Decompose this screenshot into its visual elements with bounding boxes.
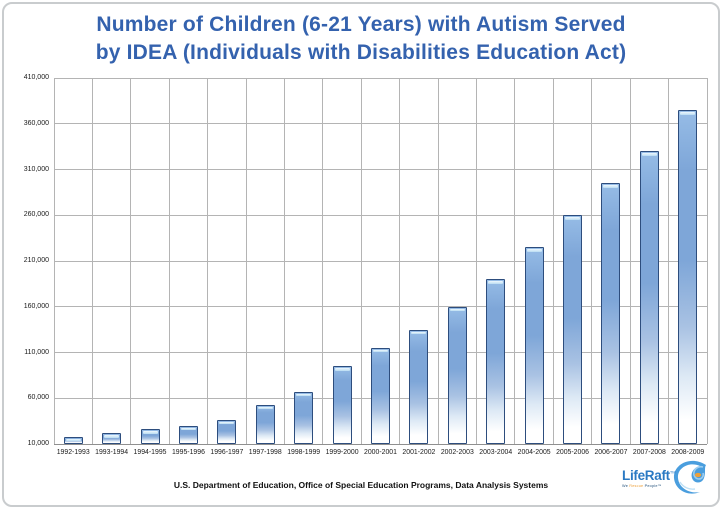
bar-top-highlight	[526, 249, 542, 252]
y-gridline	[54, 214, 707, 216]
wave-swirl-icon	[673, 460, 706, 494]
x-axis-label: 1995-1996	[171, 449, 205, 456]
y-axis-label: 10,000	[27, 440, 49, 447]
bar-top-highlight	[641, 153, 657, 156]
bar-top-highlight	[219, 421, 235, 425]
x-axis-label: 1999-2000	[325, 449, 359, 456]
bar-top-highlight	[680, 112, 696, 115]
x-gridline	[130, 78, 132, 444]
y-axis-label: 360,000	[23, 119, 49, 127]
x-axis-label: 1993-1994	[95, 449, 129, 456]
x-axis-label: 1994-1995	[133, 449, 167, 456]
x-axis-label: 2003-2004	[479, 449, 513, 456]
chart-title-line2: by IDEA (Individuals with Disabilities E…	[95, 41, 627, 64]
x-axis-label: 2007-2008	[632, 449, 666, 456]
y-axis-label: 410,000	[23, 74, 49, 81]
x-axis-label: 2005-2006	[556, 449, 590, 456]
x-gridline	[514, 78, 516, 444]
x-gridline	[207, 78, 209, 444]
bar-top-highlight	[411, 331, 427, 335]
x-axis-label: 1996-1997	[210, 449, 244, 456]
x-axis-label: 2004-2005	[517, 449, 551, 456]
logo-name: LifeRaft	[622, 467, 670, 483]
x-gridline	[591, 78, 593, 444]
bar	[409, 329, 429, 444]
y-axis-label: 310,000	[23, 165, 49, 173]
y-gridline	[54, 443, 707, 445]
y-gridline	[54, 260, 707, 262]
x-gridline	[245, 78, 247, 444]
bar	[678, 110, 698, 444]
bar-top-highlight	[603, 185, 619, 188]
chart-title: Number of Children (6-21 Years) with Aut…	[4, 11, 718, 67]
bar-top-highlight	[488, 281, 504, 284]
bar-top-highlight	[65, 438, 81, 442]
x-gridline	[706, 78, 708, 444]
bar-top-highlight	[373, 349, 388, 353]
y-gridline	[54, 306, 707, 308]
bar	[63, 436, 83, 444]
bar-top-highlight	[180, 427, 196, 431]
bar	[486, 279, 506, 444]
bar	[371, 347, 390, 444]
y-axis-label: 110,000	[24, 348, 49, 356]
x-axis-label: 1997-1998	[248, 449, 282, 456]
bar	[332, 366, 352, 444]
x-axis-label: 1992-1993	[56, 449, 90, 456]
bar	[140, 429, 160, 444]
y-axis-label: 60,000	[27, 394, 49, 402]
x-gridline	[322, 78, 324, 444]
bar	[639, 151, 659, 444]
logo-text: LifeRaftTM We Rescue People™	[622, 468, 676, 489]
x-gridline	[399, 78, 401, 444]
bar	[178, 425, 198, 444]
bar	[601, 183, 621, 444]
bar	[524, 247, 544, 444]
x-gridline	[552, 78, 554, 444]
y-gridline	[54, 77, 707, 79]
x-axis-label: 2001-2002	[402, 449, 436, 456]
x-gridline	[168, 78, 170, 444]
chart-title-line1: Number of Children (6-21 Years) with Aut…	[96, 13, 626, 36]
bar-top-highlight	[296, 393, 312, 397]
y-axis-label: 210,000	[23, 257, 49, 264]
bar-top-highlight	[334, 368, 350, 371]
bar	[255, 404, 275, 444]
bar-top-highlight	[449, 308, 465, 312]
x-axis-label: 1998-1999	[287, 449, 321, 456]
liferaft-logo: LifeRaftTM We Rescue People™	[622, 457, 714, 499]
bar	[563, 215, 583, 444]
x-axis-label: 2006-2007	[594, 449, 628, 456]
bar	[294, 391, 314, 444]
x-gridline	[91, 78, 93, 444]
bar	[447, 306, 467, 444]
x-gridline	[629, 78, 631, 444]
x-gridline	[668, 78, 670, 444]
y-gridline	[54, 123, 707, 125]
bar-top-highlight	[257, 406, 273, 410]
source-citation: U.S. Department of Education, Office of …	[173, 480, 549, 490]
bar	[102, 433, 122, 444]
x-axis-label: 2002-2003	[440, 449, 474, 456]
x-gridline	[476, 78, 478, 444]
bar-top-highlight	[565, 217, 581, 220]
x-gridline	[53, 78, 55, 444]
logo-trademark: TM	[669, 469, 676, 475]
x-gridline	[437, 78, 439, 444]
bar-top-highlight	[104, 435, 120, 438]
y-gridline	[54, 169, 707, 170]
x-axis-label: 2000-2001	[364, 449, 397, 456]
bar	[217, 419, 237, 444]
y-axis-label: 160,000	[23, 302, 49, 310]
y-axis-label: 260,000	[23, 211, 49, 219]
x-gridline	[283, 78, 285, 444]
x-axis-label: 2008-2009	[671, 449, 705, 456]
logo-tagline: We Rescue People™	[622, 483, 662, 488]
bar-chart: 410,000 360,000 310,000 260,000 210,000 160,0…	[4, 4, 718, 505]
bar-top-highlight	[142, 431, 158, 434]
x-gridline	[360, 78, 362, 444]
